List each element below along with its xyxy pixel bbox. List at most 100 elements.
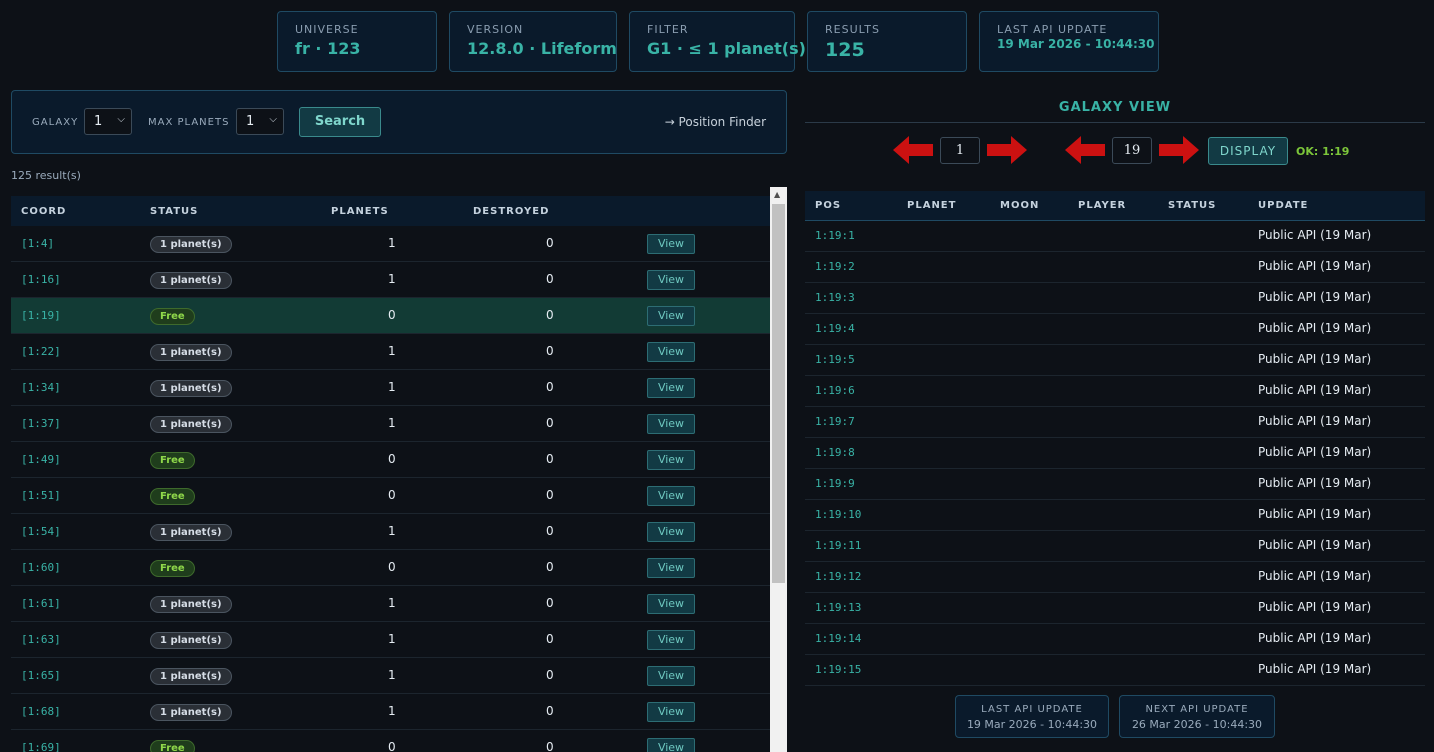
coord-link[interactable]: [1:37] — [21, 417, 61, 430]
coord-link[interactable]: [1:61] — [21, 597, 61, 610]
galaxy-number-input[interactable]: 1 — [940, 137, 980, 164]
view-button[interactable]: View — [647, 558, 695, 578]
view-button[interactable]: View — [647, 702, 695, 722]
planets-count: 1 — [388, 416, 396, 430]
update-source: Public API (19 Mar) — [1258, 538, 1372, 552]
position-link[interactable]: 1:19:6 — [815, 384, 855, 397]
card-label: LAST API UPDATE — [997, 23, 1108, 36]
destroyed-count: 0 — [546, 524, 554, 538]
table-row: [1:49] Free 0 0 View — [11, 442, 770, 478]
galaxy-next-arrow-icon[interactable] — [987, 136, 1027, 164]
view-button[interactable]: View — [647, 486, 695, 506]
coord-link[interactable]: [1:34] — [21, 381, 61, 394]
position-link[interactable]: 1:19:8 — [815, 446, 855, 459]
chevron-down-icon: ⌵ — [269, 114, 277, 125]
planets-count: 1 — [388, 272, 396, 286]
position-link[interactable]: 1:19:4 — [815, 322, 855, 335]
coord-link[interactable]: [1:68] — [21, 705, 61, 718]
coord-link[interactable]: [1:60] — [21, 561, 61, 574]
position-link[interactable]: 1:19:7 — [815, 415, 855, 428]
view-button[interactable]: View — [647, 342, 695, 362]
table-row: [1:19] Free 0 0 View — [11, 298, 770, 334]
galaxy-select-value: 1 — [94, 114, 103, 129]
results-scrollbar[interactable]: ▲ — [770, 187, 787, 752]
system-next-arrow-icon[interactable] — [1159, 136, 1199, 164]
position-link[interactable]: 1:19:2 — [815, 260, 855, 273]
position-link[interactable]: 1:19:14 — [815, 632, 862, 645]
coord-link[interactable]: [1:51] — [21, 489, 61, 502]
view-button[interactable]: View — [647, 738, 695, 752]
view-button[interactable]: View — [647, 666, 695, 686]
display-button[interactable]: DISPLAY — [1208, 137, 1288, 165]
position-link[interactable]: 1:19:15 — [815, 663, 862, 676]
header-planets[interactable]: PLANETS — [331, 206, 389, 217]
galaxy-table-body: 1:19:1 Public API (19 Mar) 1:19:2 Public AP… — [805, 221, 1425, 686]
max-planets-select-value: 1 — [246, 114, 255, 129]
header-coord[interactable]: COORD — [21, 206, 67, 217]
view-button[interactable]: View — [647, 522, 695, 542]
galaxy-table: POS PLANET MOON PLAYER STATUS UPDATE 1:1… — [805, 191, 1425, 686]
table-row: [1:4] 1 planet(s) 1 0 View — [11, 226, 770, 262]
position-finder-link[interactable]: → Position Finder — [664, 115, 766, 129]
coord-link[interactable]: [1:54] — [21, 525, 61, 538]
position-link[interactable]: 1:19:13 — [815, 601, 862, 614]
planets-count: 1 — [388, 344, 396, 358]
view-button[interactable]: View — [647, 270, 695, 290]
header-status: STATUS — [1168, 200, 1217, 211]
header-destroyed[interactable]: DESTROYED — [473, 206, 550, 217]
view-button[interactable]: View — [647, 450, 695, 470]
status-badge: 1 planet(s) — [150, 632, 232, 649]
galaxy-row: 1:19:14 Public API (19 Mar) — [805, 624, 1425, 655]
header-pos: POS — [815, 200, 842, 211]
galaxy-row: 1:19:4 Public API (19 Mar) — [805, 314, 1425, 345]
footer-label: LAST API UPDATE — [981, 704, 1083, 715]
coord-link[interactable]: [1:19] — [21, 309, 61, 322]
coord-link[interactable]: [1:4] — [21, 237, 55, 250]
view-button[interactable]: View — [647, 594, 695, 614]
update-source: Public API (19 Mar) — [1258, 290, 1372, 304]
universe-card: UNIVERSE fr · 123 — [277, 11, 437, 72]
result-count: 125 result(s) — [11, 169, 81, 182]
coord-link[interactable]: [1:22] — [21, 345, 61, 358]
coord-link[interactable]: [1:69] — [21, 741, 61, 752]
planets-count: 0 — [388, 308, 396, 322]
galaxy-select[interactable]: 1 ⌵ — [84, 108, 132, 135]
header-status[interactable]: STATUS — [150, 206, 199, 217]
position-link[interactable]: 1:19:3 — [815, 291, 855, 304]
coord-link[interactable]: [1:63] — [21, 633, 61, 646]
table-row: [1:61] 1 planet(s) 1 0 View — [11, 586, 770, 622]
galaxy-row: 1:19:12 Public API (19 Mar) — [805, 562, 1425, 593]
scroll-up-icon[interactable]: ▲ — [774, 190, 781, 199]
destroyed-count: 0 — [546, 380, 554, 394]
position-link[interactable]: 1:19:11 — [815, 539, 862, 552]
system-prev-arrow-icon[interactable] — [1065, 136, 1105, 164]
max-planets-label: MAX PLANETS — [148, 117, 230, 128]
table-row: [1:60] Free 0 0 View — [11, 550, 770, 586]
coord-link[interactable]: [1:49] — [21, 453, 61, 466]
view-button[interactable]: View — [647, 414, 695, 434]
galaxy-prev-arrow-icon[interactable] — [893, 136, 933, 164]
max-planets-select[interactable]: 1 ⌵ — [236, 108, 284, 135]
coord-link[interactable]: [1:65] — [21, 669, 61, 682]
view-button[interactable]: View — [647, 306, 695, 326]
view-button[interactable]: View — [647, 378, 695, 398]
position-link[interactable]: 1:19:12 — [815, 570, 862, 583]
status-badge: 1 planet(s) — [150, 524, 232, 541]
table-row: [1:22] 1 planet(s) 1 0 View — [11, 334, 770, 370]
view-button[interactable]: View — [647, 234, 695, 254]
search-button[interactable]: Search — [299, 107, 381, 137]
status-badge: Free — [150, 308, 195, 325]
position-link[interactable]: 1:19:5 — [815, 353, 855, 366]
results-table-body: [1:4] 1 planet(s) 1 0 View [1:16] 1 planet(s) 1… — [11, 226, 770, 752]
system-number-input[interactable]: 19 — [1112, 137, 1152, 164]
position-link[interactable]: 1:19:10 — [815, 508, 862, 521]
card-value: fr · 123 — [295, 39, 361, 58]
position-link[interactable]: 1:19:1 — [815, 229, 855, 242]
status-badge: 1 planet(s) — [150, 704, 232, 721]
scrollbar-thumb[interactable] — [772, 204, 785, 583]
position-link[interactable]: 1:19:9 — [815, 477, 855, 490]
coord-link[interactable]: [1:16] — [21, 273, 61, 286]
galaxy-row: 1:19:15 Public API (19 Mar) — [805, 655, 1425, 686]
view-button[interactable]: View — [647, 630, 695, 650]
planets-count: 0 — [388, 452, 396, 466]
